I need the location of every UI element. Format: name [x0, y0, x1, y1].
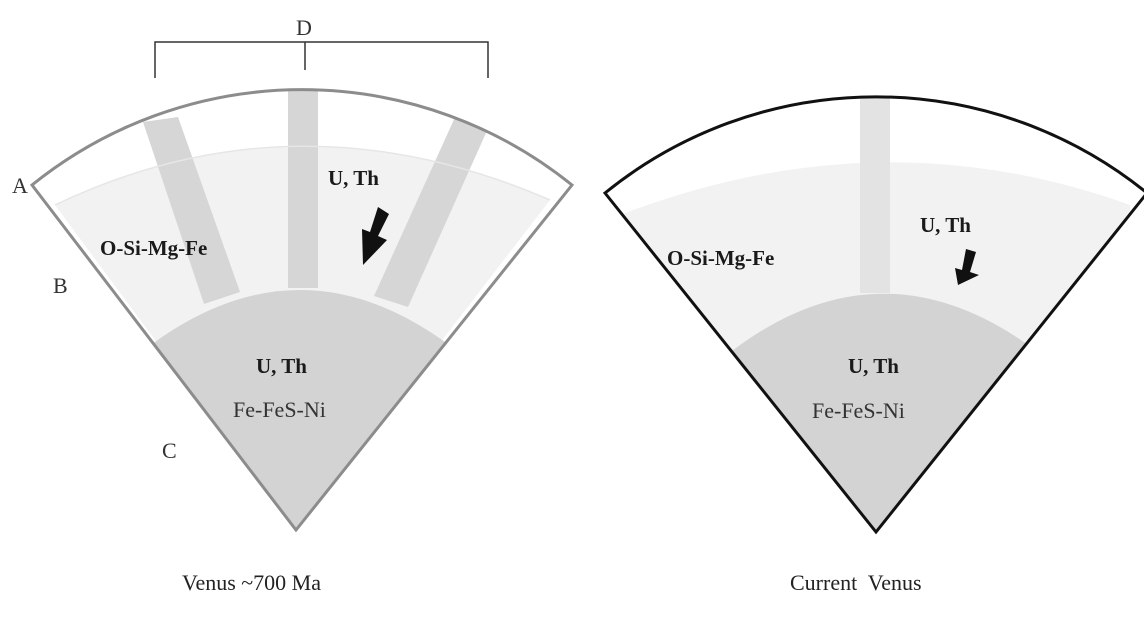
mantle-element-label: U, Th [328, 166, 379, 190]
vertical-plume [860, 98, 890, 293]
crust-mantle-boundary [54, 145, 551, 206]
label-c: C [162, 438, 177, 463]
mantle-composition-label: O-Si-Mg-Fe [100, 236, 207, 260]
core-composition-label: Fe-FeS-Ni [233, 397, 326, 422]
tilted-plume-right [374, 115, 490, 307]
wedge-outline [29, 88, 575, 533]
label-b: B [53, 273, 68, 298]
venus-700ma-wedge [29, 88, 575, 533]
down-arrow-icon [955, 249, 979, 285]
caption-venus-700ma: Venus ~700 Ma [182, 570, 321, 595]
current-venus-wedge [602, 95, 1144, 535]
caption-current-venus: Current Venus [790, 570, 922, 595]
wedge-outline [602, 95, 1144, 535]
core-layer [120, 290, 480, 530]
core-layer [703, 293, 1060, 533]
mantle-composition-label: O-Si-Mg-Fe [667, 246, 774, 270]
label-d: D [296, 15, 312, 40]
down-arrow-icon [362, 207, 389, 265]
label-a: A [12, 173, 28, 198]
core-element-label: U, Th [848, 354, 899, 378]
core-composition-label: Fe-FeS-Ni [812, 398, 905, 423]
vertical-plume [288, 89, 318, 288]
mantle-element-label: U, Th [920, 213, 971, 237]
core-element-label: U, Th [256, 354, 307, 378]
bracket-d [154, 41, 489, 78]
